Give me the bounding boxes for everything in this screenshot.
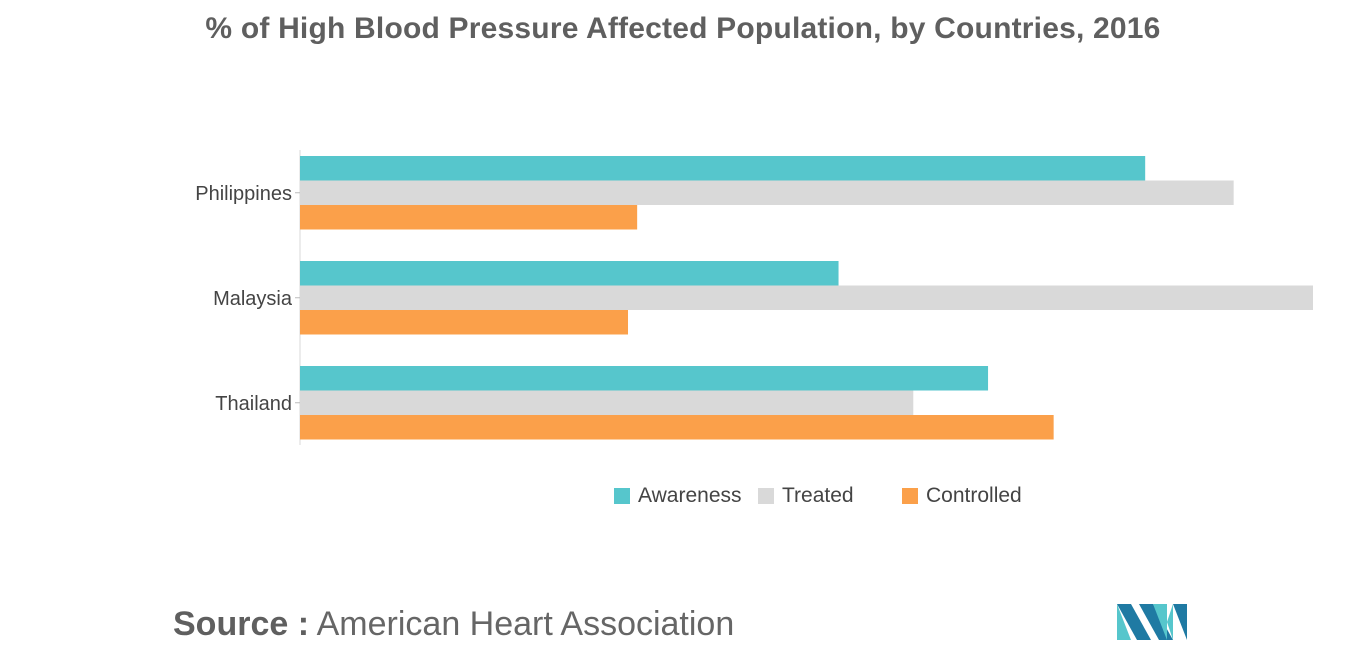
- legend-swatch-awareness: [614, 488, 630, 504]
- source-prefix: Source :: [173, 605, 310, 643]
- legend-label-treated: Treated: [782, 484, 854, 507]
- chart-legend: Awareness Treated Controlled: [0, 483, 1366, 509]
- legend-item-controlled: Controlled: [902, 483, 1022, 509]
- source-note: Source : American Heart Association: [173, 605, 734, 644]
- legend-swatch-treated: [758, 488, 774, 504]
- bar-philippines-treated: [300, 180, 1234, 205]
- y-tick-label-philippines: Philippines: [195, 183, 292, 205]
- source-text: American Heart Association: [316, 605, 735, 643]
- bar-thailand-awareness: [300, 366, 989, 391]
- bar-philippines-awareness: [300, 156, 1146, 181]
- y-tick-label-malaysia: Malaysia: [213, 288, 293, 310]
- bar-chart: Philippines Malaysia Thailand: [195, 150, 1313, 445]
- brand-logo-icon: [1117, 604, 1187, 640]
- bar-thailand-treated: [300, 390, 914, 415]
- legend-label-controlled: Controlled: [926, 484, 1022, 507]
- bar-malaysia-treated: [300, 285, 1313, 310]
- bar-philippines-controlled: [300, 205, 638, 230]
- legend-item-awareness: Awareness: [614, 483, 742, 509]
- legend-swatch-controlled: [902, 488, 918, 504]
- y-tick-label-thailand: Thailand: [215, 393, 292, 415]
- legend-label-awareness: Awareness: [638, 484, 742, 507]
- bar-malaysia-awareness: [300, 261, 839, 286]
- bar-thailand-controlled: [300, 415, 1054, 440]
- bar-malaysia-controlled: [300, 310, 629, 335]
- legend-item-treated: Treated: [758, 483, 854, 509]
- chart-title: % of High Blood Pressure Affected Popula…: [205, 12, 1161, 45]
